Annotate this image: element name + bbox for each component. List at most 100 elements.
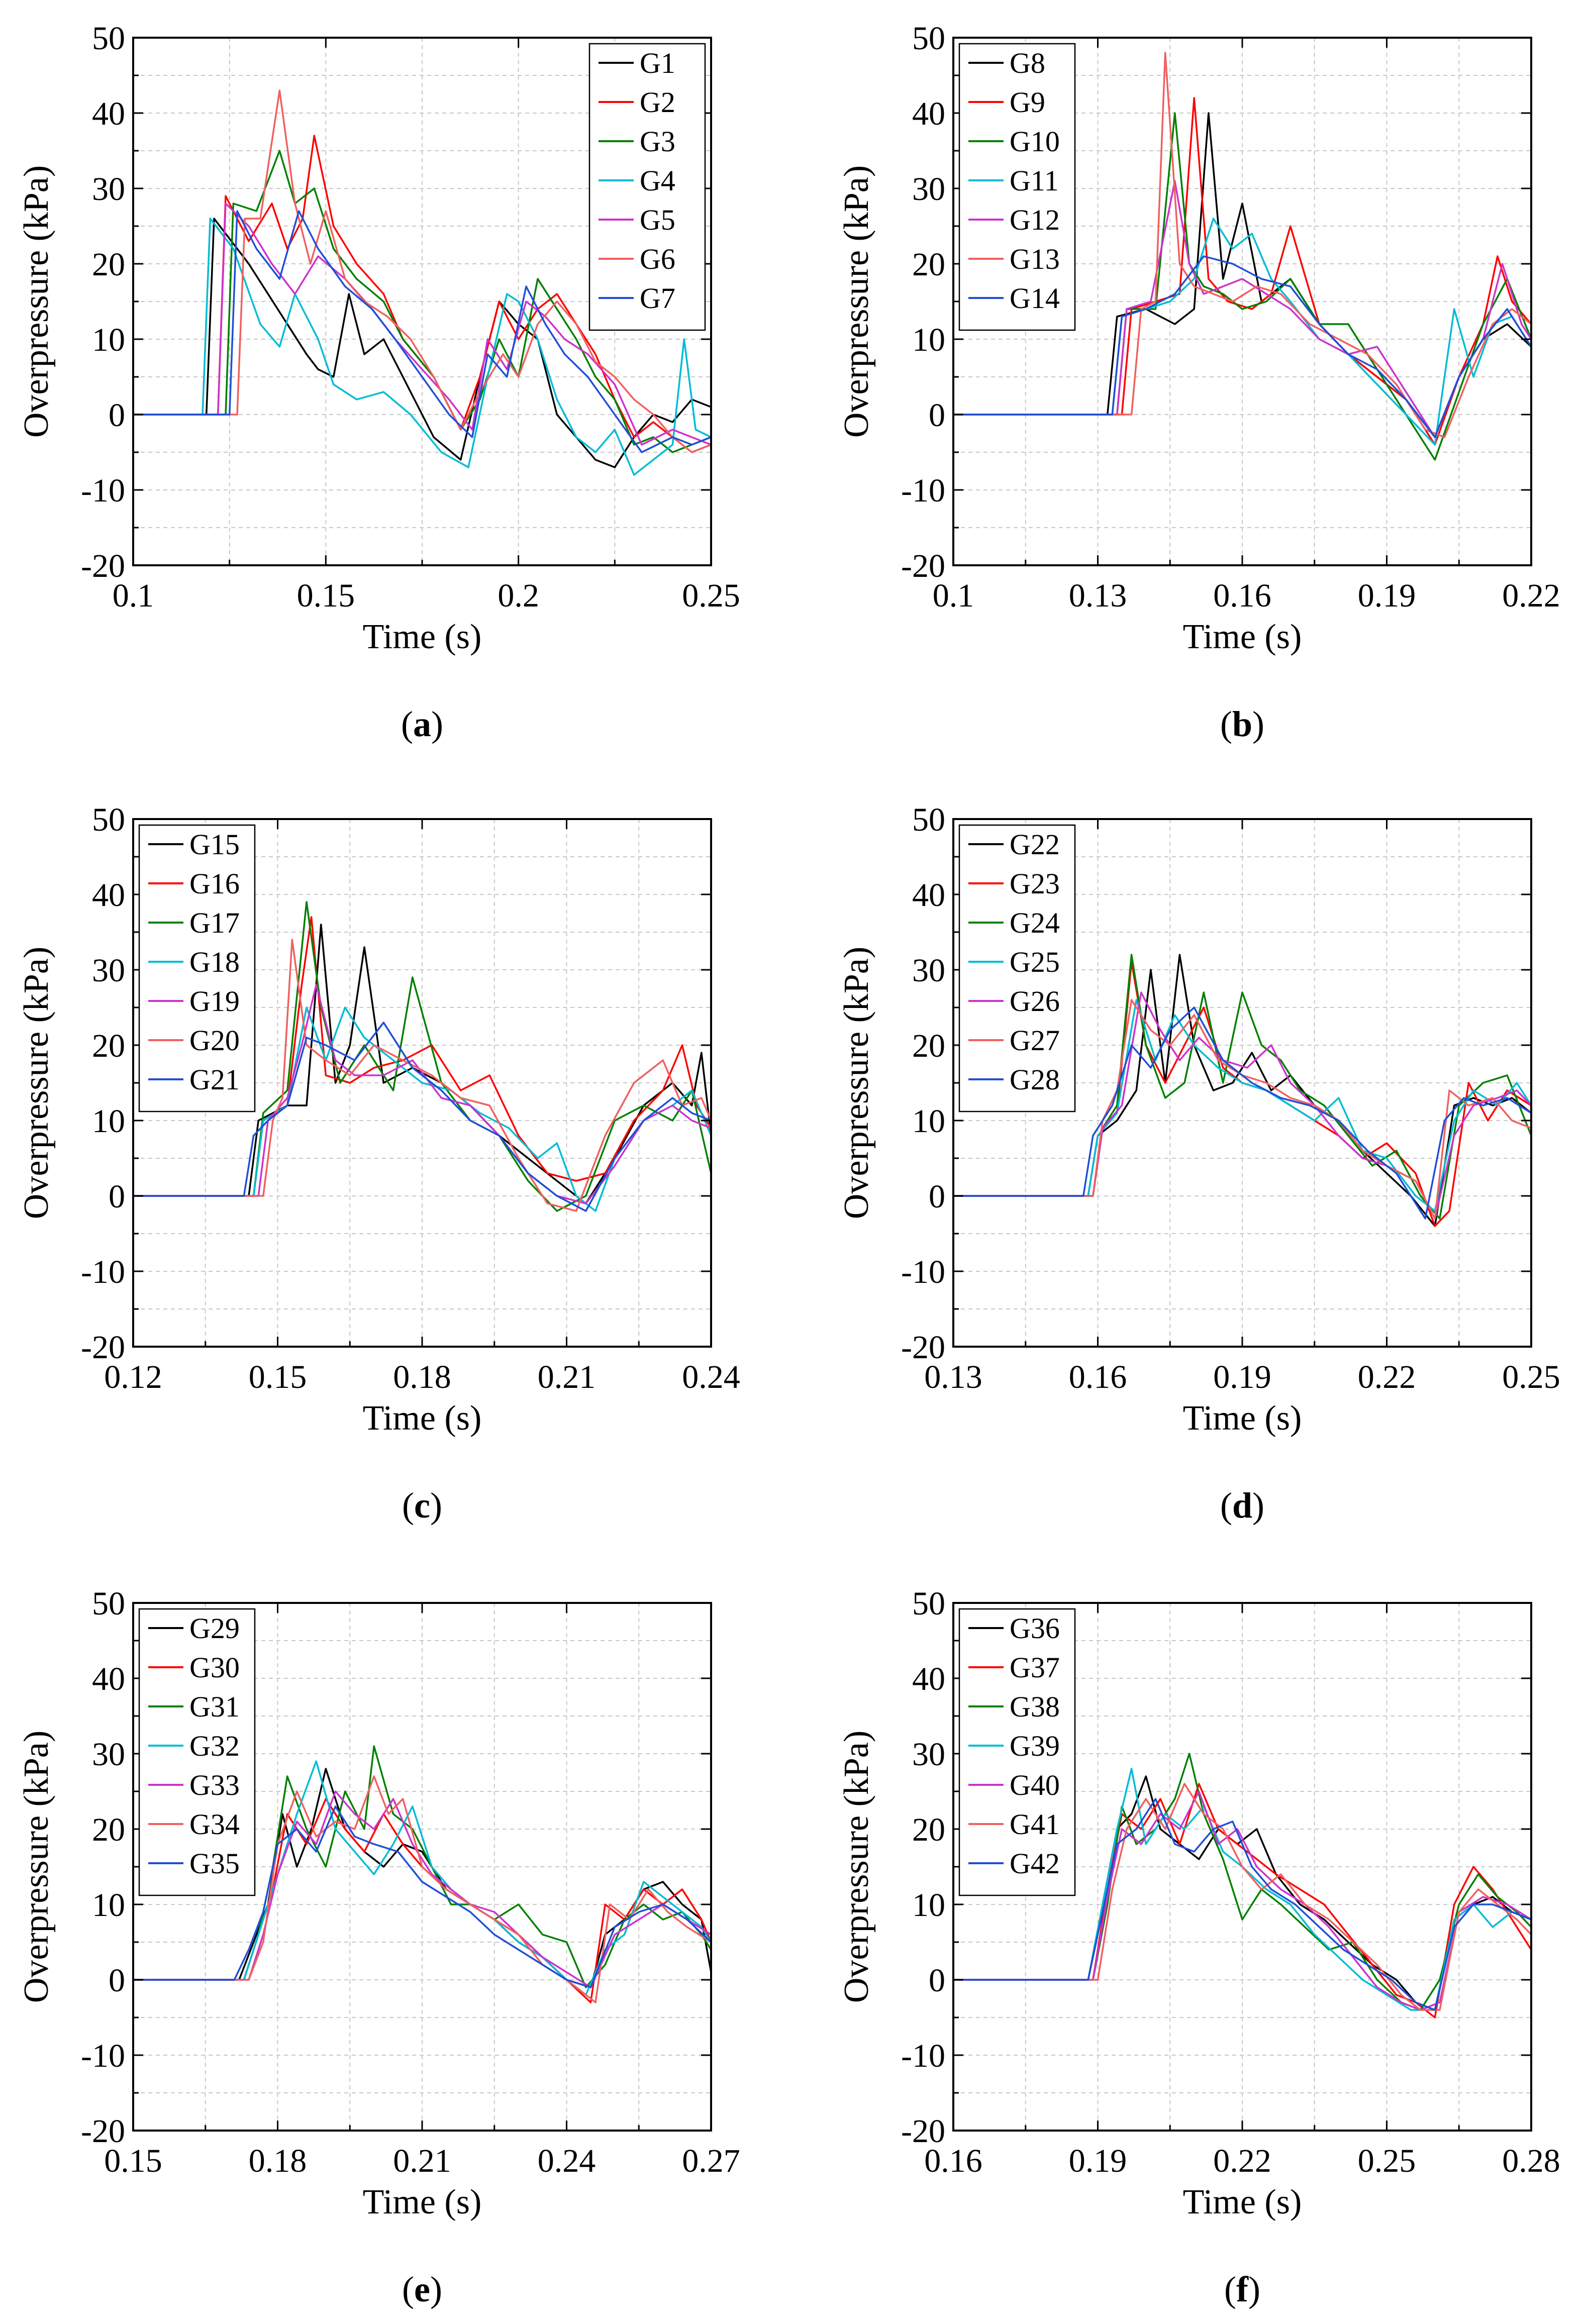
legend-label: G29 [189, 1612, 240, 1645]
panel-label: (f) [1224, 2269, 1260, 2309]
x-tick-label: 0.25 [1358, 2143, 1416, 2179]
x-tick-label: 0.22 [1358, 1359, 1416, 1395]
y-tick-label: 30 [92, 952, 125, 989]
series-group [953, 52, 1531, 461]
series-group [133, 901, 711, 1212]
y-tick-label: -10 [901, 2038, 945, 2074]
y-tick-label: 50 [92, 1585, 125, 1622]
series-line-g24 [953, 954, 1531, 1220]
chart-panel-4: 0.15 0.18 0.21 0.24 0.27 -20 -10 0 10 20 30 40 50 Tim… [17, 1585, 740, 2309]
x-tick-label: 0.2 [498, 577, 539, 614]
legend-label: G2 [640, 86, 675, 119]
x-axis-label: Time (s) [363, 618, 482, 656]
y-tick-label: -10 [81, 2038, 125, 2074]
y-tick-label: 0 [109, 397, 125, 434]
y-tick-label: 0 [929, 1962, 945, 1999]
y-tick-label: 40 [912, 1661, 945, 1697]
legend-label: G24 [1010, 906, 1060, 939]
y-axis-label: Overpressure (kPa) [837, 947, 876, 1219]
panel-label: (d) [1220, 1485, 1264, 1526]
y-tick-label: -20 [81, 2113, 125, 2150]
x-tick-label: 0.22 [1502, 577, 1560, 614]
chart-panel-3: 0.13 0.16 0.19 0.22 0.25 -20 -10 0 10 20 30 40 50 Tim… [837, 801, 1560, 1526]
series-group [133, 1745, 711, 2003]
x-tick-label: 0.21 [393, 2143, 451, 2179]
panel-label: (a) [401, 704, 443, 744]
y-axis-label: Overpressure (kPa) [837, 1731, 876, 2003]
legend-label: G33 [189, 1769, 240, 1801]
series-line-g20 [133, 939, 711, 1212]
y-tick-label: 0 [109, 1178, 125, 1215]
y-tick-label: 10 [912, 322, 945, 358]
legend-label: G22 [1010, 828, 1060, 861]
legend-label: G23 [1010, 867, 1060, 900]
series-line-g22 [953, 954, 1531, 1227]
y-tick-label: -20 [901, 2113, 945, 2150]
x-axis-label: Time (s) [1183, 2183, 1302, 2221]
legend-label: G20 [189, 1024, 240, 1057]
x-tick-label: 0.16 [1213, 577, 1271, 614]
y-tick-label: -20 [901, 548, 945, 584]
y-tick-label: -20 [81, 548, 125, 584]
legend-box [138, 1608, 256, 1896]
y-tick-label: 20 [912, 246, 945, 283]
x-tick-label: 0.21 [538, 1359, 596, 1395]
series-line-g21 [133, 1022, 711, 1212]
y-tick-label: -10 [81, 472, 125, 509]
legend-label: G6 [640, 243, 675, 275]
y-tick-label: -20 [901, 1329, 945, 1366]
x-tick-label: 0.1 [113, 577, 154, 614]
legend-box [588, 43, 706, 331]
y-tick-label: 30 [912, 171, 945, 208]
series-line-g34 [133, 1775, 711, 2003]
legend-label: G42 [1010, 1847, 1060, 1880]
y-axis-label: Overpressure (kPa) [17, 947, 56, 1219]
series-line-g16 [133, 916, 711, 1197]
panel-label: (c) [402, 1485, 442, 1526]
series-group [133, 89, 711, 476]
y-tick-label: 40 [912, 95, 945, 132]
y-tick-label: 40 [912, 877, 945, 914]
x-tick-label: 0.15 [104, 2143, 162, 2179]
y-tick-label: -10 [901, 472, 945, 509]
legend-label: G7 [640, 282, 675, 315]
legend: G36 G37 G38 G39 G40 G41 G42 [958, 1608, 1076, 1896]
series-line-g11 [953, 218, 1531, 446]
legend-label: G17 [189, 906, 240, 939]
x-tick-label: 0.13 [1069, 577, 1127, 614]
x-tick-label: 0.19 [1069, 2143, 1127, 2179]
panel-label: (e) [402, 2269, 442, 2309]
series-line-g35 [133, 1805, 711, 1988]
legend-label: G27 [1010, 1024, 1060, 1057]
y-tick-label: 50 [92, 20, 125, 57]
series-line-g38 [953, 1753, 1531, 2011]
series-line-g4 [133, 218, 711, 476]
y-tick-label: 40 [92, 1661, 125, 1697]
legend-label: G31 [189, 1690, 240, 1723]
x-axis-label: Time (s) [1183, 618, 1302, 656]
y-tick-label: -10 [81, 1254, 125, 1290]
legend-label: G41 [1010, 1808, 1060, 1841]
series-line-g27 [953, 999, 1531, 1220]
legend-label: G11 [1010, 164, 1059, 197]
legend-box [958, 824, 1076, 1113]
legend-label: G5 [640, 204, 675, 236]
legend-label: G8 [1010, 47, 1045, 79]
series-group [953, 954, 1531, 1227]
y-tick-label: 20 [92, 246, 125, 283]
series-line-g41 [953, 1783, 1531, 2011]
legend-label: G13 [1010, 243, 1060, 275]
series-line-g31 [133, 1745, 711, 1988]
y-tick-label: 10 [912, 1887, 945, 1924]
y-tick-label: 50 [912, 1585, 945, 1622]
series-line-g42 [953, 1798, 1531, 2011]
legend-label: G12 [1010, 204, 1060, 236]
legend-box [958, 43, 1076, 331]
y-tick-label: -20 [81, 1329, 125, 1366]
x-tick-label: 0.15 [249, 1359, 307, 1395]
legend-label: G36 [1010, 1612, 1060, 1645]
y-tick-label: 20 [912, 1811, 945, 1848]
x-tick-label: 0.24 [682, 1359, 740, 1395]
y-tick-label: 20 [912, 1028, 945, 1064]
